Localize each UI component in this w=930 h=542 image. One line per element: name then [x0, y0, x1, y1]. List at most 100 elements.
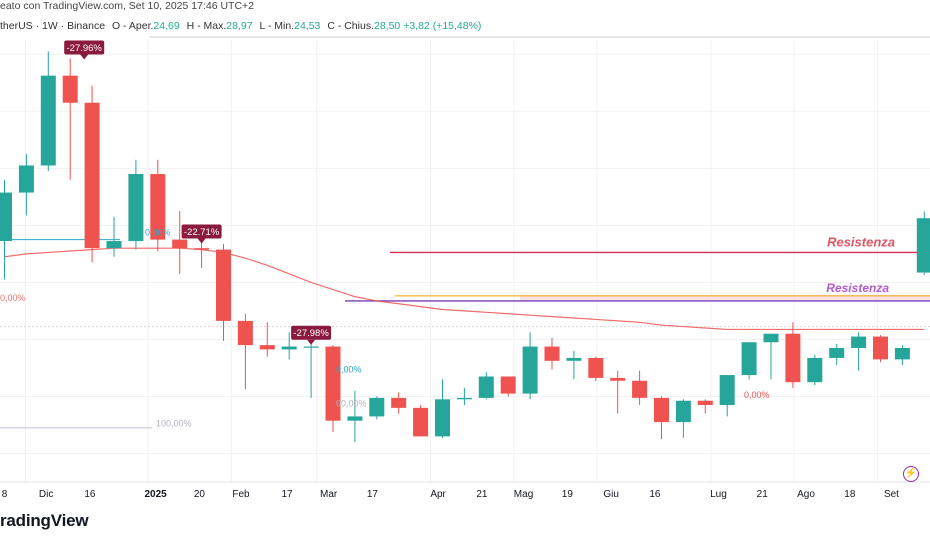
change-value: +3,82 (+15,48%) [403, 20, 482, 32]
bearish-candle [654, 397, 669, 423]
resistance-label: Resistenza [826, 281, 889, 295]
bullish-candle [456, 397, 472, 400]
bearish-candle [62, 75, 78, 103]
bearish-candle [216, 249, 231, 321]
bearish-candle [500, 376, 516, 394]
bullish-candle [369, 397, 385, 417]
resistance-zone [520, 294, 930, 301]
bullish-candle [829, 347, 845, 358]
x-axis-tick-label: 17 [367, 489, 379, 500]
bearish-candle [544, 346, 560, 361]
badge-text: -27.96% [67, 43, 103, 54]
bullish-candle [807, 357, 823, 383]
bearish-candle [413, 407, 429, 437]
fib-level-label: 100,00% [156, 419, 192, 429]
bullish-candle [741, 342, 757, 376]
bearish-candle [697, 400, 713, 406]
bearish-candle [391, 397, 407, 408]
moving-average-line [4, 247, 925, 331]
low-value: 24,53 [294, 20, 321, 32]
badge-pointer [197, 238, 206, 244]
bullish-candle [478, 376, 494, 398]
badge-pointer [80, 54, 89, 60]
drop-percent-badge: -27.96% [64, 40, 105, 60]
drop-percent-badge: -22.71% [181, 224, 222, 244]
badge-pointer [307, 339, 316, 345]
bullish-candle [40, 75, 56, 166]
x-axis-tick-label: 16 [649, 489, 661, 500]
x-axis-tick-label: Giu [603, 489, 619, 500]
bearish-candle [785, 333, 801, 383]
bearish-candle [873, 336, 888, 360]
badge-text: -22.71% [184, 227, 220, 238]
badge-text: -27.98% [293, 328, 329, 339]
bearish-candle [84, 102, 100, 249]
x-axis-tick-label: Lug [710, 489, 727, 500]
lightning-icon[interactable]: ⚡ [903, 466, 919, 482]
bullish-candle [763, 333, 779, 343]
bearish-candle [632, 380, 648, 398]
bearish-candle [194, 248, 210, 250]
fib-level-label: 0,00% [145, 228, 171, 238]
x-axis-tick-label: 17 [281, 489, 293, 500]
bullish-candle [916, 218, 930, 273]
x-axis-tick-label: Feb [232, 489, 250, 500]
high-value: 28,97 [226, 20, 253, 32]
x-axis-tick-label: Set [884, 489, 899, 500]
x-axis-tick-label: Mar [320, 489, 338, 500]
x-axis-tick-label: Dic [39, 489, 53, 500]
close-value: 28,50 [374, 20, 401, 32]
resistance-label: Resistenza [827, 234, 895, 249]
bullish-candle [566, 357, 582, 361]
bullish-candle [435, 399, 450, 437]
bullish-candle [522, 346, 538, 394]
badge-background [181, 224, 222, 239]
x-axis-tick-label: 8 [2, 489, 8, 500]
bullish-candle [303, 346, 319, 348]
fib-level-label: 00,00% [336, 399, 367, 409]
bearish-candle [237, 320, 253, 346]
badge-background [64, 40, 105, 55]
bullish-candle [675, 400, 691, 423]
x-axis-tick-label: Apr [430, 489, 446, 500]
fib-level-label: 0,00% [0, 293, 26, 303]
x-axis-tick-label: 21 [476, 489, 488, 500]
x-axis-tick-label: Ago [797, 489, 815, 500]
fib-level-label: 0,00% [336, 364, 362, 374]
bearish-candle [325, 346, 341, 421]
bullish-candle [128, 174, 144, 242]
high-label: H - Max. [186, 20, 227, 32]
x-axis-tick-label: 20 [194, 489, 206, 500]
drop-percent-badge: -27.98% [291, 325, 332, 345]
attribution-bar: eato con TradingView.com, Set 10, 2025 1… [0, 0, 254, 14]
x-axis-tick-label: 19 [562, 489, 574, 500]
bullish-candle [0, 192, 12, 242]
bullish-candle [347, 416, 363, 421]
bullish-candle [851, 336, 867, 348]
bearish-candle [259, 345, 275, 350]
bearish-candle [610, 377, 626, 381]
x-axis-tick-label: 21 [757, 489, 769, 500]
x-axis-tick-label: 16 [84, 489, 96, 500]
bullish-candle [106, 241, 122, 249]
bullish-candle [894, 347, 910, 360]
ohlc-header: therUS · 1W · Binance O - Aper.24,69 H -… [0, 20, 481, 36]
attribution-text: eato con TradingView.com, Set 10, 2025 1… [0, 0, 255, 12]
open-value: 24,69 [153, 20, 180, 32]
fib-level-label: 0,00% [744, 390, 770, 400]
bearish-candle [150, 174, 166, 240]
symbol-label: therUS · 1W · Binance [0, 20, 106, 32]
bullish-candle [281, 346, 297, 350]
bearish-candle [172, 239, 188, 249]
close-label: C - Chius. [327, 20, 374, 32]
bullish-candle [719, 375, 735, 406]
bullish-candle [18, 165, 34, 193]
tradingview-logo: radingView [0, 511, 89, 530]
x-axis-tick-label: 18 [844, 489, 856, 500]
badge-background [291, 325, 332, 340]
x-axis-tick-label: Mag [514, 489, 533, 500]
x-axis-tick-label: 2025 [144, 489, 167, 500]
open-label: O - Aper. [111, 20, 154, 32]
bearish-candle [588, 357, 604, 378]
